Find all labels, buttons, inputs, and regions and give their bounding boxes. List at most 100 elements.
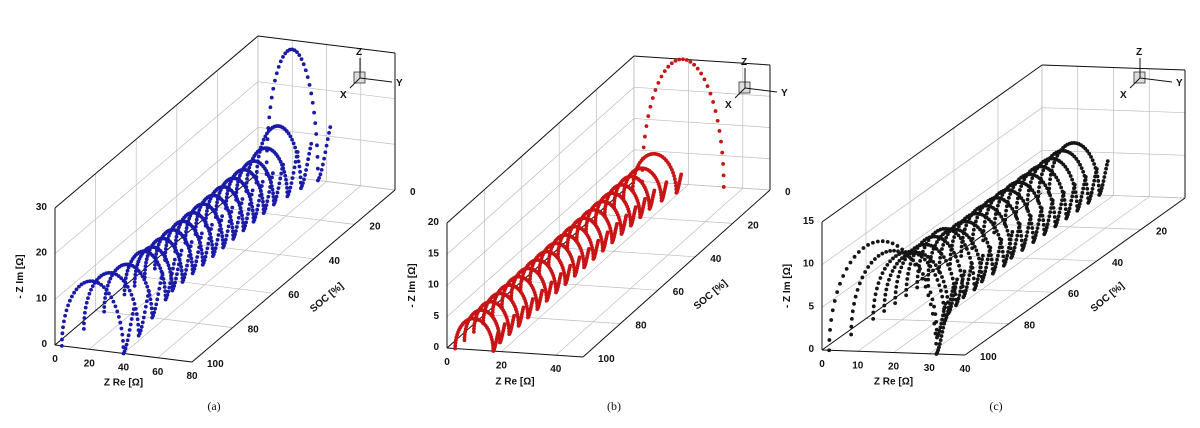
data-point — [178, 252, 183, 257]
data-point — [969, 238, 974, 243]
data-point — [915, 274, 920, 279]
floor-gridline-x — [157, 185, 361, 359]
data-point — [103, 296, 107, 300]
data-point — [139, 324, 144, 329]
data-point — [653, 88, 658, 92]
data-point — [1013, 241, 1018, 246]
series-soc-75 — [500, 274, 545, 312]
data-point — [206, 241, 211, 246]
soc-tick-label: 20 — [369, 221, 381, 232]
data-point — [145, 254, 150, 258]
data-point — [308, 146, 313, 151]
data-point — [209, 227, 213, 231]
data-point — [1059, 185, 1064, 190]
data-point — [684, 58, 689, 62]
data-point — [241, 220, 245, 225]
data-point — [210, 246, 215, 251]
data-point — [947, 267, 952, 271]
data-point — [940, 247, 944, 251]
data-point — [923, 253, 928, 257]
data-point — [123, 346, 128, 351]
data-point — [319, 167, 324, 172]
data-point — [656, 80, 661, 85]
data-point — [1061, 194, 1065, 199]
data-point — [666, 64, 671, 69]
data-point — [215, 237, 220, 242]
data-point — [216, 217, 221, 222]
data-point — [101, 285, 106, 290]
data-point — [1023, 237, 1028, 242]
data-point — [104, 288, 109, 292]
data-point — [1072, 182, 1077, 187]
soc-tick-label: 100 — [207, 359, 224, 370]
data-point — [975, 215, 980, 220]
data-point — [132, 283, 137, 288]
data-point — [300, 184, 304, 188]
data-point — [1011, 185, 1016, 189]
data-point — [1085, 186, 1090, 191]
data-point — [182, 275, 187, 280]
data-point — [102, 309, 107, 314]
data-point — [278, 176, 283, 181]
data-point — [247, 165, 252, 170]
data-point — [171, 261, 176, 266]
data-point — [1046, 189, 1051, 194]
data-point — [873, 292, 878, 297]
data-point — [957, 293, 962, 298]
data-point — [575, 232, 579, 237]
data-point — [673, 58, 678, 63]
data-point — [985, 257, 990, 262]
data-point — [1076, 159, 1081, 164]
data-point — [719, 139, 723, 144]
data-point — [238, 173, 242, 178]
data-point — [126, 333, 131, 338]
data-point — [959, 249, 964, 254]
data-point — [995, 203, 1000, 208]
soc-axis-label: SOC [%] — [308, 281, 346, 315]
data-point — [895, 244, 900, 248]
data-point — [1030, 176, 1035, 181]
data-point — [908, 262, 913, 266]
data-point — [295, 150, 300, 154]
data-point — [721, 173, 726, 178]
data-point — [216, 233, 221, 237]
data-point — [199, 247, 204, 252]
x-tick-label: 80 — [186, 371, 198, 382]
data-point — [1000, 193, 1005, 197]
data-point — [652, 188, 657, 193]
z-tick-label: 10 — [36, 293, 48, 304]
data-point — [118, 320, 123, 325]
data-point — [234, 225, 239, 229]
data-point — [521, 305, 526, 310]
data-point — [699, 71, 704, 76]
data-point — [961, 239, 965, 244]
data-point — [547, 257, 551, 262]
data-point — [937, 260, 942, 265]
data-point — [892, 248, 896, 253]
data-point — [893, 301, 898, 306]
data-point — [991, 222, 996, 227]
data-point — [234, 186, 239, 191]
data-point — [472, 324, 477, 329]
data-point — [974, 248, 979, 253]
x-axis-arrow — [349, 77, 361, 89]
data-point — [293, 160, 298, 164]
data-point — [949, 293, 954, 297]
data-point — [981, 253, 985, 258]
data-point — [932, 304, 936, 309]
data-point — [133, 276, 137, 281]
data-point — [869, 260, 874, 265]
data-point — [165, 293, 170, 297]
data-point — [1039, 206, 1044, 211]
data-point — [829, 318, 834, 322]
data-point — [906, 271, 910, 276]
x-tick-label: 40 — [959, 364, 971, 375]
data-point — [930, 311, 935, 316]
data-point — [962, 227, 967, 232]
x-tick-label: 20 — [888, 362, 900, 373]
data-point — [1067, 206, 1072, 211]
data-point — [904, 287, 909, 292]
data-point — [472, 327, 476, 331]
data-point — [971, 271, 976, 275]
data-point — [174, 276, 178, 281]
